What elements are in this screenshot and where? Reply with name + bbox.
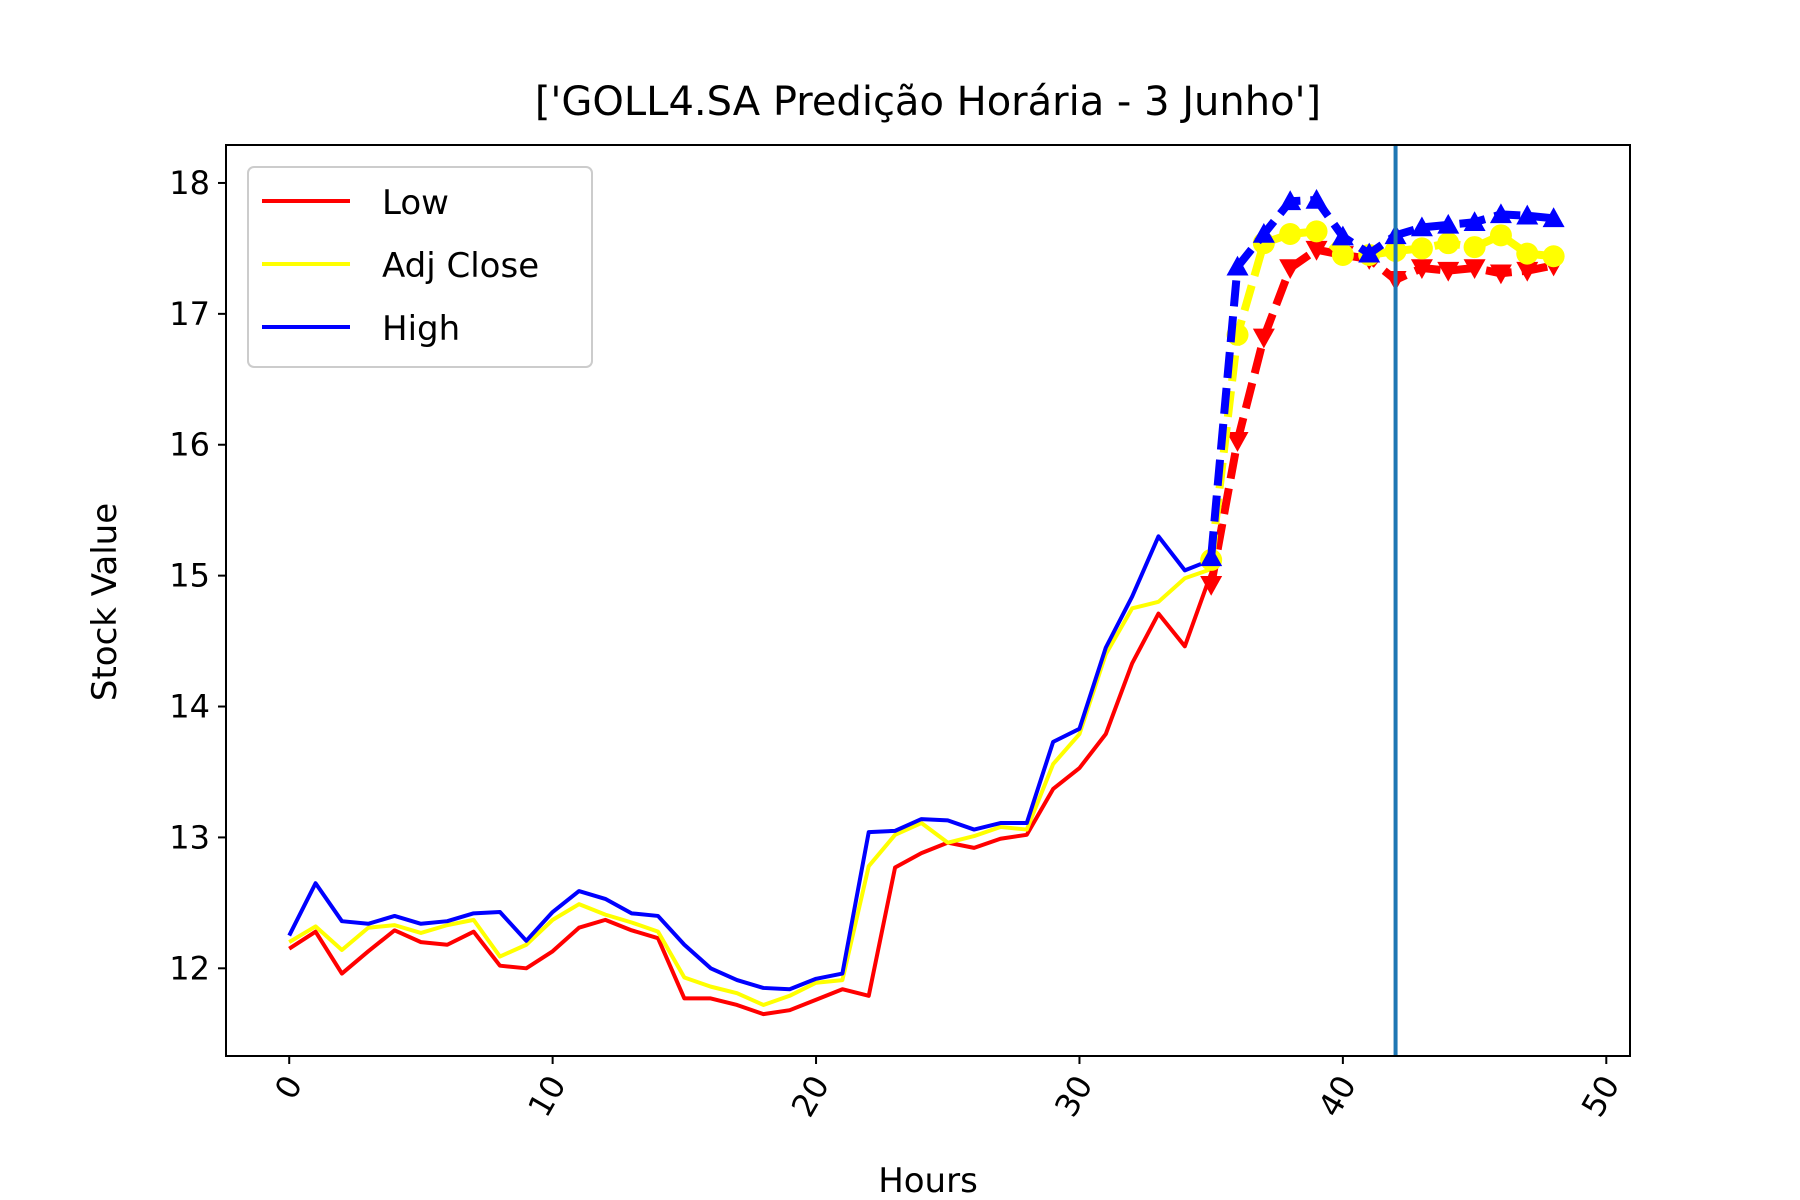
prediction-point-low [1279, 259, 1302, 280]
prediction-point-low [1410, 259, 1433, 280]
prediction-point-adj-close [1463, 236, 1486, 259]
x-tick-label: 10 [520, 1069, 573, 1123]
prediction-point-high [1252, 223, 1275, 243]
legend-frame [247, 166, 593, 368]
prediction-point-adj-close [1305, 220, 1328, 243]
series-line-low [288, 572, 1214, 1017]
x-tick-label: 30 [1047, 1069, 1100, 1123]
prediction-point-high [1463, 211, 1486, 232]
prediction-point-low [1463, 259, 1486, 280]
prediction-point-high [1331, 225, 1354, 246]
prediction-point-low [1516, 261, 1539, 282]
legend-label-low: Low [382, 183, 449, 223]
x-tick-label: 40 [1311, 1069, 1364, 1123]
y-tick-label: 18 [169, 164, 210, 202]
legend-label-adj-close: Adj Close [382, 246, 539, 286]
chart-title: ['GOLL4.SA Predição Horária - 3 Junho'] [535, 79, 1321, 125]
x-axis-label: Hours [878, 1161, 978, 1200]
y-axis-label: Stock Value [85, 503, 125, 701]
prediction-point-adj-close [1279, 223, 1302, 246]
prediction-point-low [1200, 575, 1223, 596]
prediction-point-adj-close [1489, 224, 1512, 247]
y-tick-label: 14 [169, 688, 210, 726]
prediction-point-low [1226, 432, 1249, 452]
prediction-point-low [1252, 328, 1275, 349]
y-tick-label: 16 [169, 426, 210, 464]
prediction-point-high [1358, 242, 1381, 263]
y-tick-label: 12 [169, 949, 210, 987]
prediction-point-low [1437, 261, 1460, 282]
legend: Low Adj Close High [247, 166, 593, 368]
prediction-point-adj-close [1542, 245, 1565, 268]
plot-frame [225, 144, 1631, 1057]
prediction-point-high [1542, 207, 1565, 228]
y-tick-label: 17 [169, 295, 210, 333]
y-tick-label: 15 [169, 557, 210, 595]
series-line-high [287, 534, 1212, 992]
prediction-point-adj-close [1516, 242, 1539, 265]
prediction-point-high [1279, 190, 1302, 211]
prediction-point-low [1305, 240, 1328, 261]
prediction-point-high [1489, 203, 1512, 224]
prediction-line-low [1207, 245, 1555, 586]
prediction-point-adj-close [1410, 237, 1433, 260]
x-tick-label: 0 [267, 1069, 310, 1106]
prediction-point-high [1226, 255, 1249, 276]
prediction-point-high [1305, 188, 1328, 209]
prediction-point-high [1200, 546, 1223, 567]
prediction-point-high [1437, 213, 1460, 234]
prediction-point-high [1516, 204, 1539, 225]
x-tick-label: 50 [1574, 1069, 1627, 1123]
prediction-point-high [1410, 216, 1433, 237]
series-layer [287, 145, 1565, 1056]
prediction-point-adj-close [1331, 243, 1354, 266]
prediction-point-adj-close [1437, 232, 1460, 255]
prediction-point-low [1489, 264, 1512, 285]
series-line-adj-close [288, 567, 1212, 1007]
legend-label-high: High [382, 309, 460, 349]
y-tick-label: 13 [169, 818, 210, 856]
x-tick-label: 20 [784, 1069, 837, 1123]
